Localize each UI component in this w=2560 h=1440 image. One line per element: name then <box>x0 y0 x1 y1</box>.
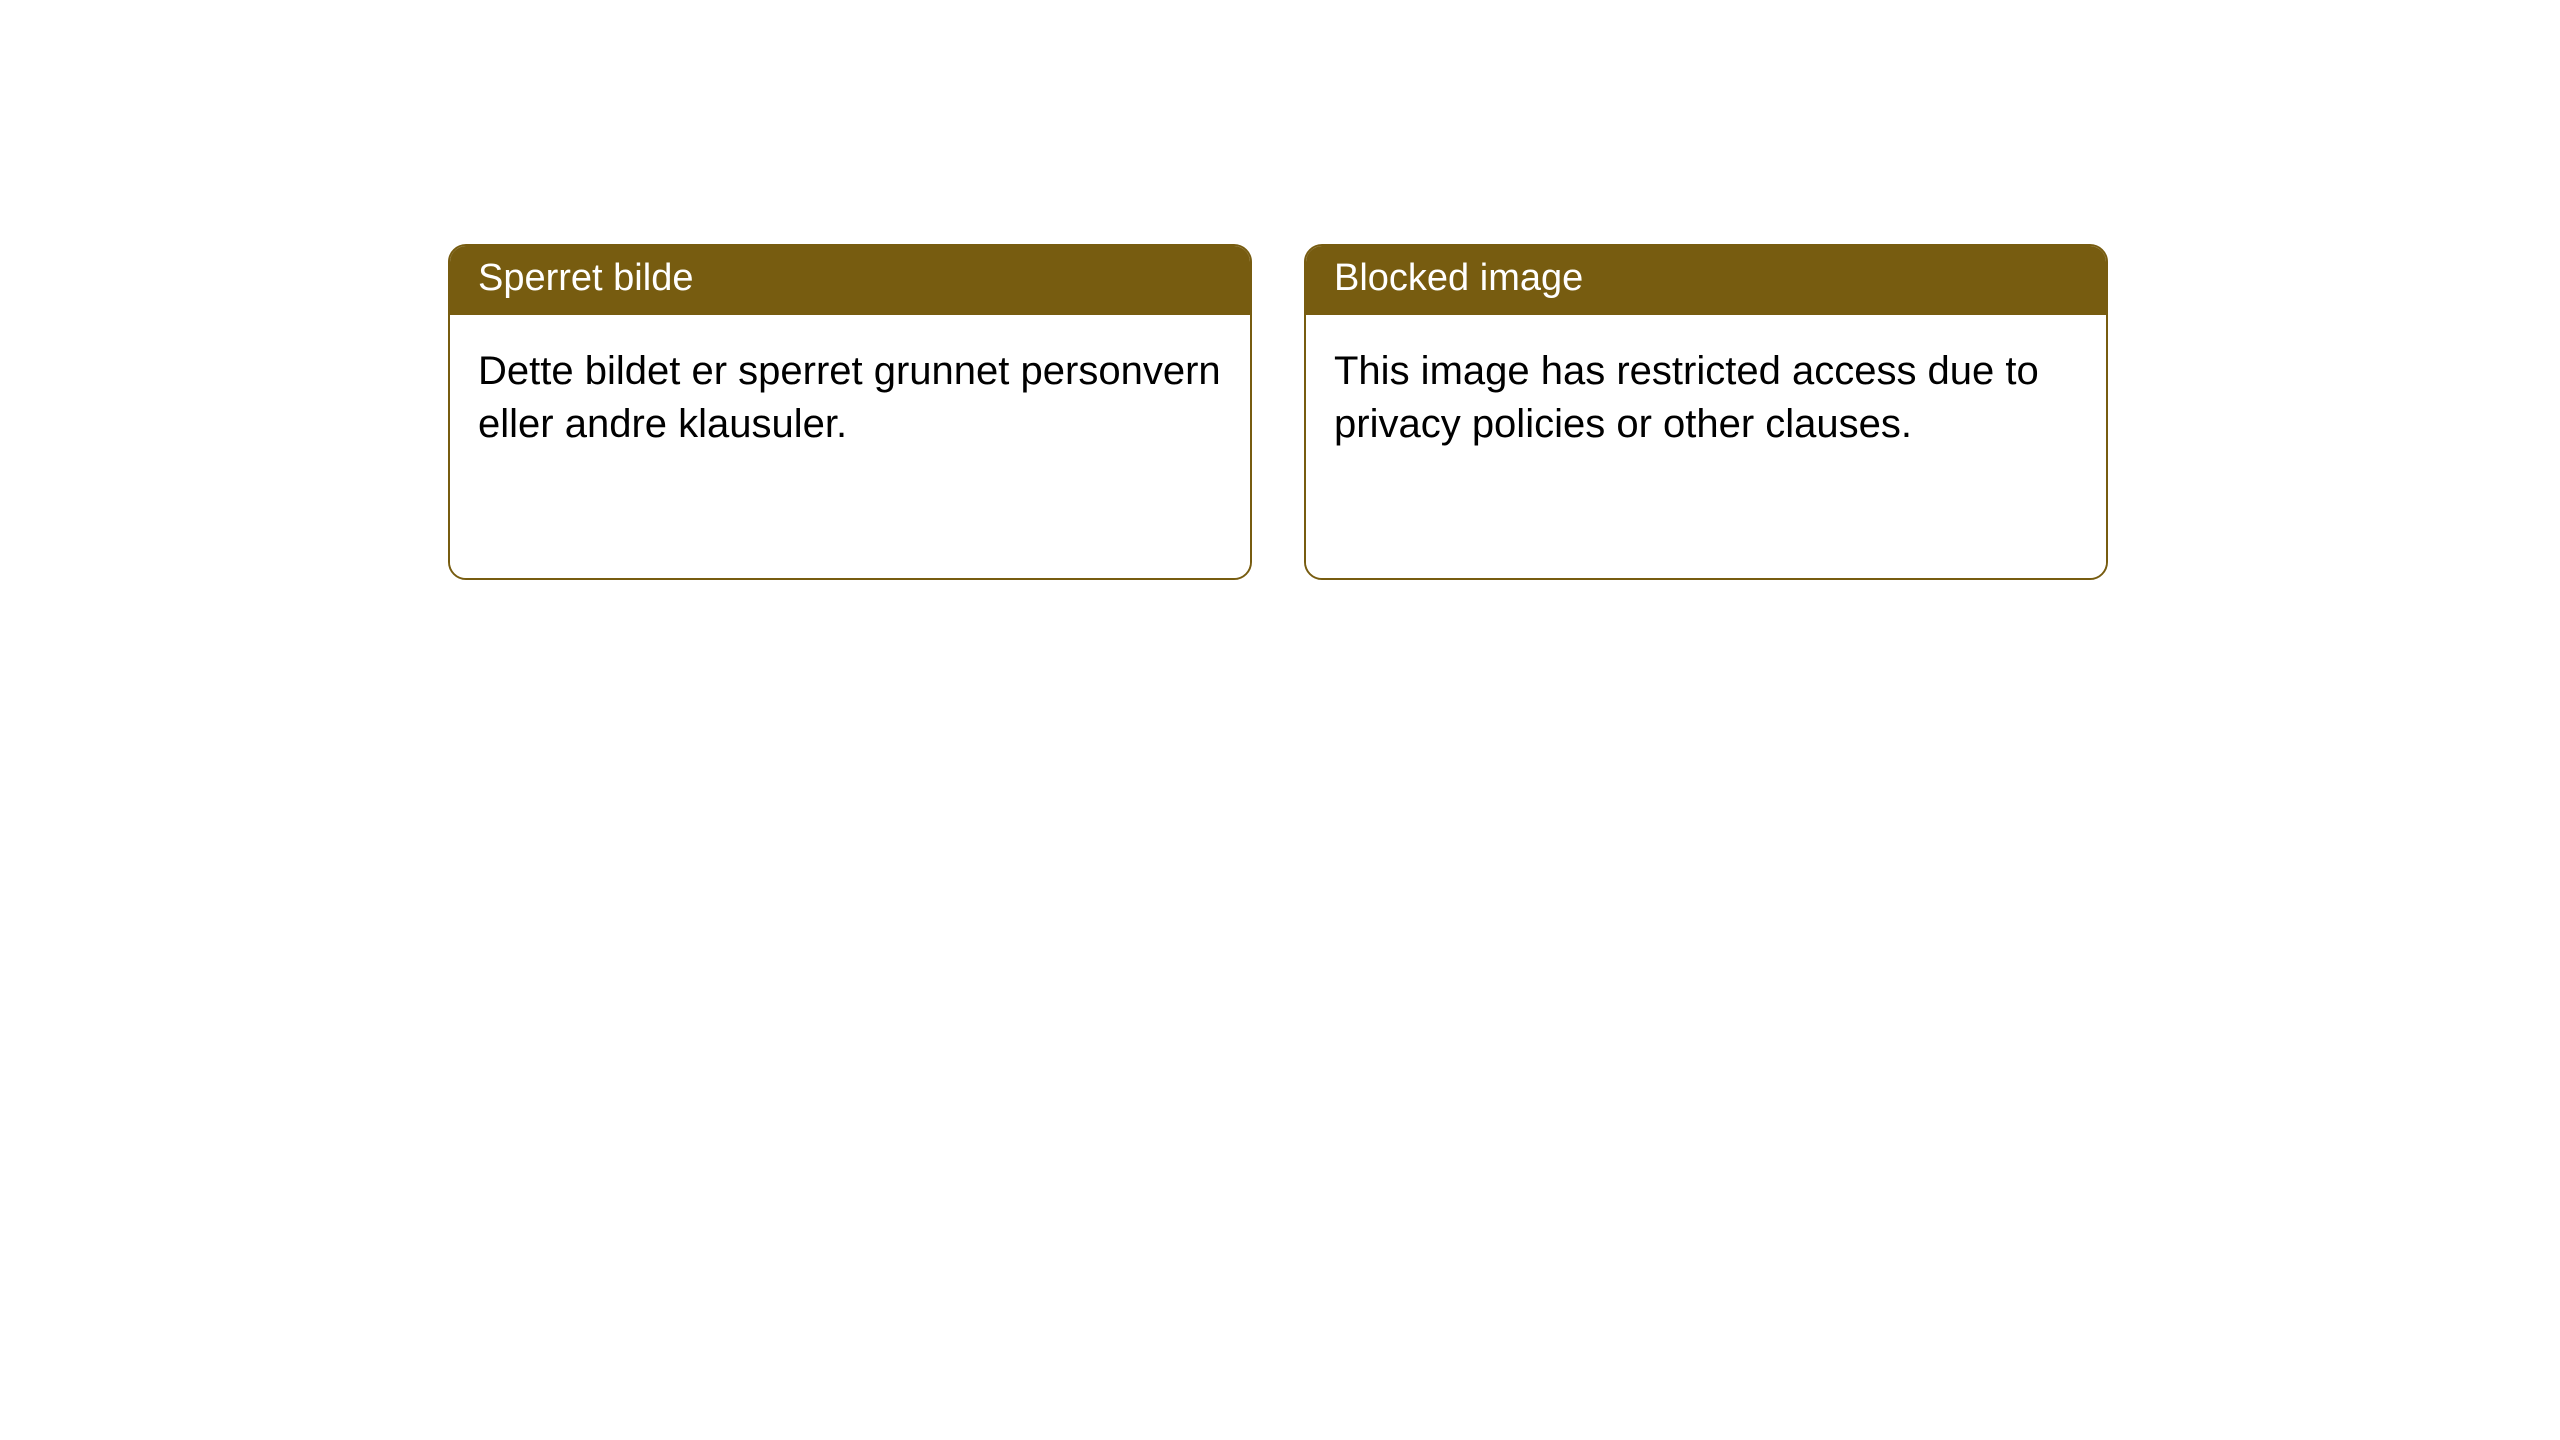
card-body-english: This image has restricted access due to … <box>1306 315 2106 578</box>
card-header-norwegian: Sperret bilde <box>450 246 1250 315</box>
card-header-english: Blocked image <box>1306 246 2106 315</box>
card-body-norwegian: Dette bildet er sperret grunnet personve… <box>450 315 1250 578</box>
notice-container: Sperret bilde Dette bildet er sperret gr… <box>0 0 2560 580</box>
blocked-image-card-english: Blocked image This image has restricted … <box>1304 244 2108 580</box>
blocked-image-card-norwegian: Sperret bilde Dette bildet er sperret gr… <box>448 244 1252 580</box>
